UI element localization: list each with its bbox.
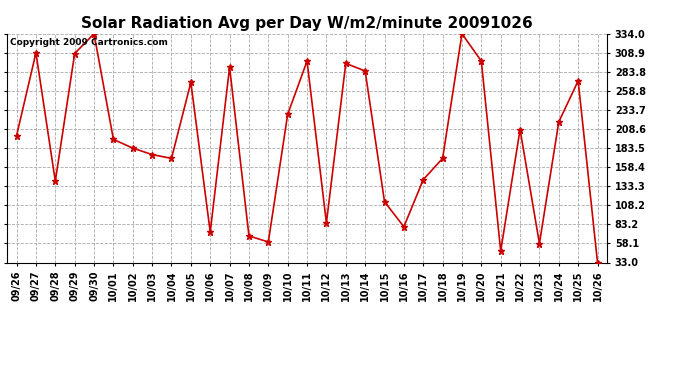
Title: Solar Radiation Avg per Day W/m2/minute 20091026: Solar Radiation Avg per Day W/m2/minute …	[81, 16, 533, 31]
Text: Copyright 2009 Cartronics.com: Copyright 2009 Cartronics.com	[10, 38, 168, 47]
